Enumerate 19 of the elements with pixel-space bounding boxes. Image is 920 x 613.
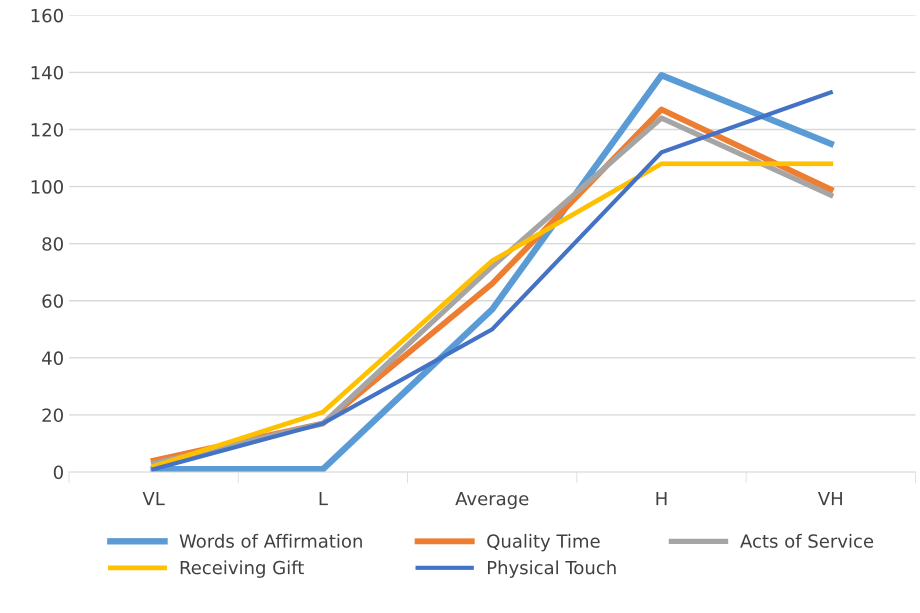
y-tick-label: 60 xyxy=(42,294,63,308)
legend-label: Words of Affirmation xyxy=(180,534,362,548)
y-tick-label: 160 xyxy=(32,8,63,22)
x-tick-label: VH xyxy=(818,492,842,506)
y-tick-label: 20 xyxy=(42,408,63,422)
x-tick-label: H xyxy=(656,492,666,506)
y-tick-label: 120 xyxy=(32,122,63,137)
legend-label: Receiving Gift xyxy=(180,560,304,578)
legend-label: Acts of Service xyxy=(740,534,874,548)
x-tick-label: L xyxy=(320,492,328,506)
legend-label: Physical Touch xyxy=(488,560,616,578)
y-tick-label: 40 xyxy=(42,351,63,365)
y-tick-label: 0 xyxy=(54,465,63,480)
y-tick-label: 100 xyxy=(32,180,63,194)
y-tick-label: 80 xyxy=(42,237,63,251)
y-tick-label: 140 xyxy=(32,66,63,80)
legend-label: Quality Time xyxy=(487,534,600,552)
x-tick-label: VL xyxy=(142,492,165,506)
x-tick-label: Average xyxy=(455,492,528,509)
